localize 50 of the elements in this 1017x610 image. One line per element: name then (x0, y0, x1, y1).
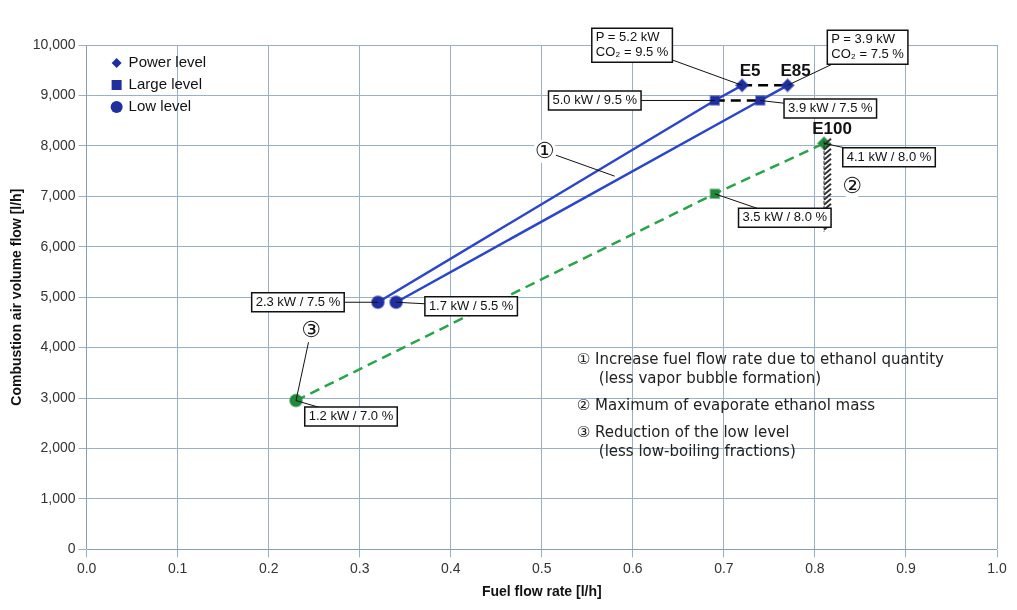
y-tick-label: 4,000 (40, 338, 76, 355)
y-tick-label: 1,000 (40, 489, 76, 506)
annotation: 3.9 kW / 7.5 % (788, 100, 874, 116)
x-tick-label: 0.0 (76, 559, 97, 576)
annotation: P = 3.9 kW CO₂ = 7.5 % (831, 31, 905, 62)
series-label: E85 (780, 60, 811, 80)
y-tick-label: 10,000 (32, 35, 76, 52)
ref-line-label: ② (842, 172, 862, 198)
y-tick-label: 9,000 (40, 86, 76, 103)
x-tick-label: 0.7 (714, 559, 734, 576)
x-tick-label: 0.9 (896, 559, 916, 576)
y-tick-label: 2,000 (40, 439, 76, 456)
y-tick-label: 5,000 (40, 288, 76, 305)
point (370, 295, 385, 310)
annotation: 1.7 kW / 5.5 % (428, 297, 514, 313)
annotation: P = 5.2 kW CO₂ = 9.5 % (595, 29, 669, 60)
point (389, 295, 404, 310)
x-tick-label: 0.4 (441, 559, 461, 576)
y-axis-title: Combustion air volume flow [l/h] (8, 188, 25, 406)
point (709, 95, 721, 106)
annotation: ① Increase fuel flow rate due to ethanol quantity (less vapor bubble formation) (576, 350, 945, 388)
x-tick-label: 0.6 (623, 559, 643, 576)
series-label: E5 (739, 60, 761, 80)
point (735, 78, 750, 93)
y-tick-label: 0 (67, 540, 76, 557)
annotation: 5.0 kW / 9.5 % (552, 92, 638, 108)
x-tick-label: 0.5 (532, 559, 552, 576)
y-tick-label: 6,000 (40, 237, 76, 254)
x-tick-label: 0.2 (258, 559, 279, 576)
annotation: ① (534, 137, 555, 163)
x-tick-label: 0.1 (167, 559, 188, 576)
legend-label: Power level (128, 53, 207, 71)
annotation: ③ Reduction of the low level (less low-boiling fractions) (576, 423, 796, 461)
legend-label: Large level (128, 75, 203, 93)
annotation: ② Maximum of evaporate ethanol mass (576, 396, 876, 415)
point (780, 78, 795, 93)
x-tick-label: 0.8 (805, 559, 825, 576)
y-tick-label: 7,000 (40, 187, 76, 204)
legend-label: Low level (128, 97, 192, 115)
series-label: E100 (812, 118, 852, 138)
y-tick-label: 8,000 (40, 136, 76, 153)
x-tick-label: 0.3 (350, 559, 370, 576)
point (755, 95, 766, 106)
y-tick-label: 3,000 (40, 388, 76, 405)
annotation: 3.5 kW / 8.0 % (742, 209, 828, 225)
annotation: 1.2 kW / 7.0 % (308, 408, 394, 424)
x-axis-title: Fuel flow rate [l/h] (481, 583, 602, 600)
annotation: ③ (301, 317, 321, 343)
annotation: 2.3 kW / 7.5 % (255, 293, 341, 309)
x-tick-label: 1.0 (987, 559, 1007, 576)
